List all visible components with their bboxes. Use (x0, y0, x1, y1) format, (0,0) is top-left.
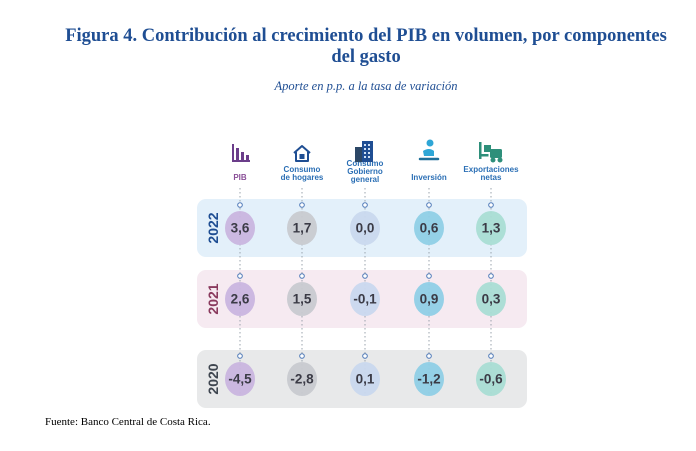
category-label-4: Exportaciones netas (463, 165, 519, 182)
value-label-2020-0: -4,5 (228, 372, 252, 387)
year-label-2021: 2021 (205, 283, 221, 314)
icon-part (490, 149, 502, 158)
icon-part (368, 144, 370, 146)
icon-part (484, 145, 491, 152)
value-bubble-2020-0 (225, 362, 255, 396)
marker-dot (362, 273, 368, 279)
marker-dot (237, 202, 243, 208)
marker-dot (426, 353, 432, 359)
icon-part (355, 147, 363, 162)
value-label-2022-4: 1,3 (482, 221, 501, 236)
forklift-icon (479, 142, 503, 163)
value-bubble-2021-3 (414, 282, 444, 316)
icon-part (362, 141, 373, 162)
value-label-2020-3: -1,2 (417, 372, 440, 387)
value-label-2022-1: 1,7 (293, 221, 312, 236)
source-note: Fuente: Banco Central de Costa Rica. (45, 416, 211, 428)
worker-icon (418, 139, 440, 161)
value-bubble-2020-3 (414, 362, 444, 396)
marker-dot (488, 202, 494, 208)
icon-part (241, 152, 244, 160)
icon-part (368, 148, 370, 150)
value-label-2021-3: 0,9 (420, 292, 439, 307)
icon-part (364, 144, 366, 146)
marker-dot (237, 273, 243, 279)
icon-part (236, 148, 239, 160)
icon-part (364, 148, 366, 150)
marker-dot (426, 273, 432, 279)
value-bubble-2022-0 (225, 211, 255, 245)
value-bubble-2020-4 (476, 362, 506, 396)
value-label-2021-2: -0,1 (353, 292, 377, 307)
value-bubble-2021-2 (350, 282, 380, 316)
value-bubble-2020-1 (287, 362, 317, 396)
category-label-2: Consumo Gobierno general (347, 159, 384, 184)
year-label-2022: 2022 (205, 212, 221, 243)
marker-dot (426, 202, 432, 208)
icon-part (423, 149, 434, 156)
marker-dot (488, 273, 494, 279)
house-icon (293, 145, 311, 162)
icon-part (490, 157, 496, 163)
marker-dot (299, 353, 305, 359)
icon-part (293, 145, 311, 162)
figure-subtitle: Aporte en p.p. a la tasa de variación (274, 79, 458, 93)
value-bubble-2021-4 (476, 282, 506, 316)
category-label-3: Inversión (411, 173, 447, 182)
icon-part (479, 142, 482, 159)
value-label-2021-0: 2,6 (231, 292, 250, 307)
marker-dot (362, 353, 368, 359)
icon-part (481, 154, 489, 157)
value-bubble-2022-2 (350, 211, 380, 245)
marker-dot (488, 353, 494, 359)
icon-part (364, 152, 366, 154)
year-label-2020: 2020 (205, 363, 221, 394)
value-bubble-2022-4 (476, 211, 506, 245)
value-label-2020-4: -0,6 (479, 372, 503, 387)
value-label-2021-4: 0,3 (482, 292, 501, 307)
marker-dot (299, 273, 305, 279)
value-bubble-2022-1 (287, 211, 317, 245)
value-label-2022-3: 0,6 (420, 221, 439, 236)
figure-title: Figura 4. Contribución al crecimiento de… (65, 26, 667, 67)
icon-part (426, 139, 434, 147)
value-bubble-2021-0 (225, 282, 255, 316)
marker-dot (362, 202, 368, 208)
icon-part (368, 156, 370, 158)
icon-part (497, 157, 503, 163)
icon-part (232, 160, 250, 162)
value-label-2021-1: 1,5 (293, 292, 312, 307)
icon-part (368, 152, 370, 154)
icon-part (232, 144, 234, 162)
value-bubble-2022-3 (414, 211, 444, 245)
icon-part (364, 156, 366, 158)
marker-dot (237, 353, 243, 359)
category-label-1: Consumo de hogares (281, 165, 324, 182)
icon-part (246, 155, 249, 160)
marker-dot (299, 202, 305, 208)
value-bubble-2020-2 (350, 362, 380, 396)
value-label-2022-0: 3,6 (231, 221, 250, 236)
value-bubble-2021-1 (287, 282, 317, 316)
category-label-0: PIB (233, 173, 247, 182)
value-label-2020-2: 0,1 (356, 372, 375, 387)
building-icon (355, 141, 373, 162)
value-label-2022-2: 0,0 (356, 221, 375, 236)
icon-part (299, 154, 305, 159)
value-label-2020-1: -2,8 (290, 372, 314, 387)
bar-chart-icon (232, 144, 250, 162)
